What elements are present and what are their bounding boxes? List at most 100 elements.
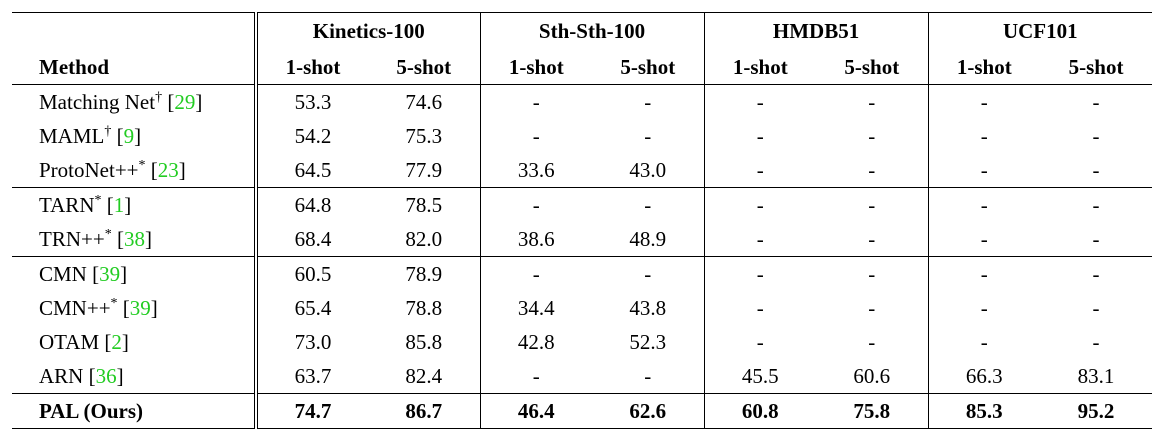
method-cell: PAL (Ours) [12,393,258,429]
row: Matching Net† [29] 53.3 74.6 - - - - - - [12,84,1152,119]
method-cell: TRN++* [38] [12,222,258,257]
value-cell: - [816,256,929,291]
sub-header: 1-shot [703,50,817,85]
sub-header: 1-shot [479,50,593,85]
value-cell: - [927,187,1041,222]
value-cell: 74.6 [405,89,443,114]
value-cell: 65.4 [294,295,332,320]
group-header: Sth-Sth-100 [479,12,705,50]
value-cell: - [927,291,1041,325]
value-cell: 54.2 [294,123,332,148]
row: ProtoNet++* [23] 64.5 77.9 33.6 43.0 - - - - [12,153,1152,188]
value-cell: 38.6 [479,222,593,257]
value-cell: - [644,123,652,148]
value-cell: 77.9 [405,157,443,182]
value-cell: 64.8 [256,187,368,222]
method-name: PAL (Ours) [39,398,144,423]
value-cell: - [1092,89,1100,114]
value-cell: 73.0 [294,329,332,354]
method-name: Matching Net [39,89,156,114]
value-cell: 52.3 [629,329,667,354]
results-table: Kinetics-100 Sth-Sth-100 HMDB51 UCF101 Metho… [12,12,1153,429]
method-name: ARN [39,363,84,388]
sub-header: 5-shot [592,50,705,85]
value-cell: 78.8 [405,295,443,320]
value-cell: 42.8 [479,325,593,359]
value-cell: - [868,123,876,148]
method-name: CMN [39,261,87,286]
method-mark: * [104,226,112,242]
value-cell: - [1040,256,1153,291]
value-cell: 85.3 [927,393,1041,429]
value-cell: 75.8 [816,393,929,429]
value-cell: - [868,157,876,182]
value-cell: - [479,84,593,119]
value-cell: - [868,89,876,114]
sub-header: 5-shot [368,50,481,85]
method-cell: Matching Net† [29] [12,84,258,119]
header-row: Kinetics-100 Sth-Sth-100 HMDB51 UCF101 [12,12,1153,50]
row: MAML† [9] 54.2 75.3 - - - - - - [12,119,1152,153]
value-cell: 63.7 [294,363,332,388]
method-mark: * [138,157,146,173]
method-name: ProtoNet++ [39,157,139,182]
value-cell: - [927,153,1041,188]
citation: 1 [113,192,125,217]
row: OTAM [2] 73.0 85.8 42.8 52.3 - - - - [12,325,1152,359]
sub-header: 5-shot [816,50,929,85]
value-cell: 86.7 [368,393,481,429]
row: TARN* [1] 64.8 78.5- - - - - - [12,187,1153,222]
value-cell: - [703,119,817,153]
value-cell: - [816,187,929,222]
method-cell: CMN [39] [12,256,258,291]
value-cell: 75.3 [405,123,443,148]
method-cell: MAML† [9] [12,119,258,153]
value-cell: - [703,291,817,325]
citation: 9 [123,123,135,148]
citation: 39 [129,295,151,320]
value-cell: 68.4 [294,226,332,251]
sub-header: 1-shot [256,50,368,85]
value-cell: 85.8 [405,329,443,354]
value-cell: 64.5 [294,157,332,182]
value-cell: - [703,222,817,257]
method-name: CMN++ [39,295,111,320]
value-cell: 43.8 [629,295,667,320]
value-cell: 33.6 [479,153,593,188]
value-cell: - [868,295,876,320]
value-cell: 82.0 [405,226,443,251]
value-cell: - [1092,226,1100,251]
value-cell: - [703,153,817,188]
value-cell: - [644,363,652,388]
value-cell: 78.5 [368,187,481,222]
value-cell: - [479,187,593,222]
method-mark: † [104,123,112,139]
value-cell: 60.8 [703,393,817,429]
value-cell: 34.4 [479,291,593,325]
row: PAL (Ours) 74.7 86.7 46.4 62.6 60.8 75.8 85.3 95… [12,393,1153,429]
value-cell: 53.3 [294,89,332,114]
value-cell: 62.6 [592,393,705,429]
value-cell: - [703,325,817,359]
sub-header: 1-shot [927,50,1041,85]
row: TRN++* [38] 68.4 82.0 38.6 48.9 - - - - [12,222,1152,257]
method-name: MAML [39,123,105,148]
citation: 23 [157,157,179,182]
value-cell: - [592,256,705,291]
value-cell: 60.5 [256,256,368,291]
citation: 39 [99,261,121,286]
value-cell: 78.9 [368,256,481,291]
citation: 38 [123,226,145,251]
value-cell: 95.2 [1040,393,1153,429]
value-cell: - [927,119,1041,153]
value-cell: - [927,84,1041,119]
value-cell: - [644,89,652,114]
method-header-cell [12,12,258,50]
value-cell: 46.4 [479,393,593,429]
citation: 2 [111,329,122,354]
method-header: Method [12,50,258,85]
method-mark: * [94,192,102,208]
group-header: Kinetics-100 [256,12,481,50]
method-name: OTAM [39,329,100,354]
